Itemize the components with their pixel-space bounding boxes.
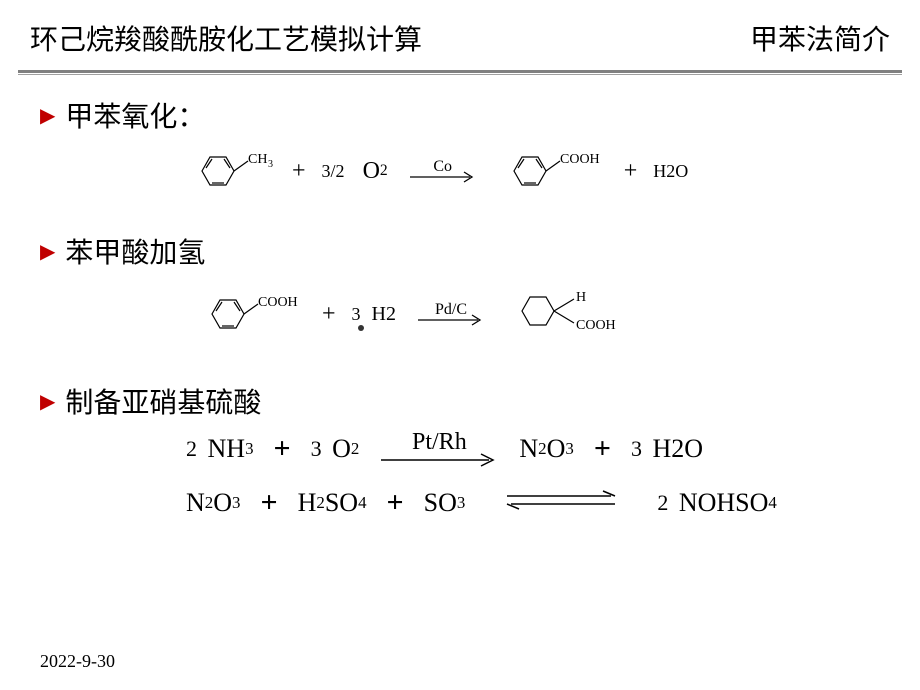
- plus-icon: +: [260, 486, 277, 520]
- equation-1: CH 3 + 3/2 O2 Co COOH + H2O: [40, 143, 880, 199]
- equation-4: N2O3 + H2SO4 + SO3 2 NOHSO4: [40, 486, 880, 520]
- title-right: 甲苯法简介: [750, 18, 890, 58]
- section-nitrosylsulfuric: ▶ 制备亚硝基硫酸 2 NH3 + 3 O2 Pt/Rh N2O3 + 3 H2…: [0, 367, 920, 538]
- equilibrium-arrow: [471, 487, 651, 520]
- footer-date: 2022-9-30: [40, 651, 115, 672]
- page-dot-icon: [358, 325, 364, 331]
- triangle-bullet-icon: ▶: [40, 239, 55, 264]
- plus-icon: +: [624, 158, 638, 185]
- h2o-term: H2O: [653, 161, 688, 182]
- bullet-row: ▶ 制备亚硝基硫酸: [40, 381, 880, 421]
- so3-term: SO3: [424, 488, 466, 518]
- benzoic-acid-structure: COOH: [196, 286, 306, 342]
- bullet-row: ▶ 苯甲酸加氢: [40, 231, 880, 271]
- nohso4-term: 2 NOHSO4: [657, 488, 777, 518]
- triangle-bullet-icon: ▶: [40, 103, 55, 128]
- equation-3: 2 NH3 + 3 O2 Pt/Rh N2O3 + 3 H2O: [40, 429, 880, 468]
- plus-icon: +: [594, 432, 611, 466]
- section-oxidation: ▶ 甲苯氧化： CH 3 + 3/2 O2 Co: [0, 81, 920, 217]
- equation-2: COOH + 3 H2 Pd/C H COOH: [40, 279, 880, 349]
- section-hydrogenation: ▶ 苯甲酸加氢 COOH + 3 H2 Pd/C: [0, 217, 920, 367]
- benzoic-acid-structure: COOH: [498, 143, 608, 199]
- bullet-text: 苯甲酸加氢: [65, 231, 205, 271]
- title-left: 环己烷羧酸酰胺化工艺模拟计算: [30, 18, 422, 58]
- plus-icon: +: [322, 301, 336, 328]
- svg-text:COOH: COOH: [258, 295, 298, 310]
- svg-text:COOH: COOH: [560, 152, 600, 167]
- svg-text:3: 3: [268, 159, 273, 170]
- bullet-row: ▶ 甲苯氧化：: [40, 95, 880, 135]
- h2so4-term: H2SO4: [298, 488, 367, 518]
- triangle-bullet-icon: ▶: [40, 389, 55, 414]
- header-divider: [18, 70, 902, 73]
- reaction-arrow: Co: [408, 158, 478, 184]
- reaction-arrow: Pd/C: [416, 301, 486, 327]
- svg-text:COOH: COOH: [576, 318, 616, 333]
- toluene-structure: CH 3: [186, 143, 276, 199]
- h2-term: 3 H2: [352, 303, 396, 326]
- n2o3-term: N2O3: [519, 434, 573, 464]
- o2-term: 3/2 O2: [322, 158, 388, 185]
- bullet-text: 甲苯氧化：: [65, 95, 205, 135]
- slide-header: 环己烷羧酸酰胺化工艺模拟计算 甲苯法简介: [0, 0, 920, 70]
- n2o3-term: N2O3: [186, 488, 240, 518]
- plus-icon: +: [387, 486, 404, 520]
- bullet-text: 制备亚硝基硫酸: [65, 381, 261, 421]
- o2-term: 3 O2: [311, 434, 360, 464]
- nh3-term: 2 NH3: [186, 434, 254, 464]
- cyclohexane-cooh-structure: H COOH: [506, 279, 636, 349]
- reaction-arrow: Pt/Rh: [379, 429, 499, 468]
- h2o-term: 3 H2O: [631, 434, 703, 464]
- plus-icon: +: [274, 432, 291, 466]
- svg-text:CH: CH: [248, 152, 267, 167]
- plus-icon: +: [292, 158, 306, 185]
- svg-text:H: H: [576, 290, 586, 305]
